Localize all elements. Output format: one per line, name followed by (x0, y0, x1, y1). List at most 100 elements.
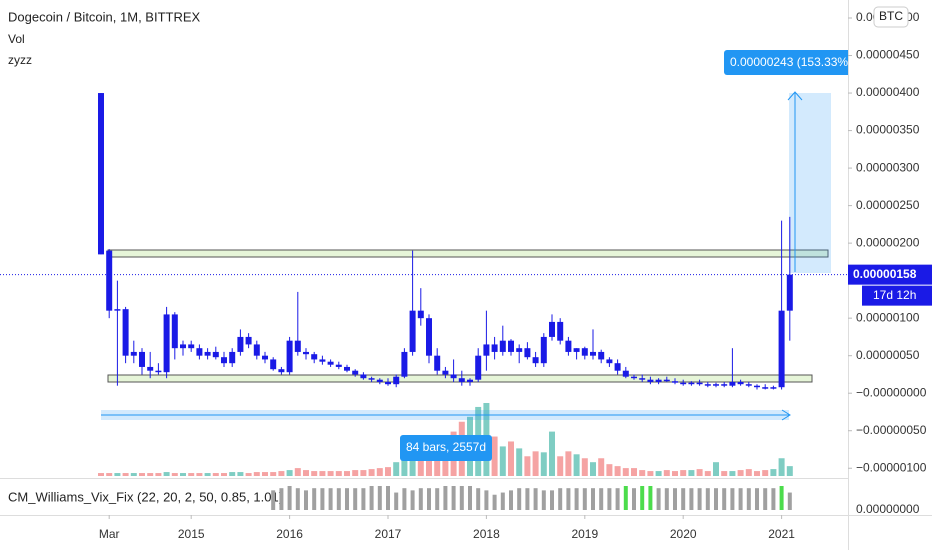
candle-body (352, 370, 359, 375)
volume-bar (196, 473, 203, 476)
y-tick-label: −0.00000000 (856, 385, 927, 399)
indicator-bar (525, 488, 530, 510)
indicator-bar (312, 488, 317, 510)
indicator-bar (755, 488, 759, 510)
indicator-bar (304, 490, 308, 510)
candle-body (680, 382, 687, 385)
indicator-bar (435, 488, 440, 510)
volume-bar (590, 462, 596, 476)
volume-bar (631, 468, 637, 476)
volume-bar (524, 456, 531, 476)
currency-label[interactable]: BTC (879, 9, 903, 23)
plot-area: 0.00000243 (153.33%) 2 84 bars, 2557d (98, 50, 862, 476)
y-tick-label: −0.00000050 (856, 423, 927, 437)
indicator-bar (582, 488, 587, 510)
indicator-bar (714, 488, 718, 510)
volume-bar (770, 469, 777, 476)
candle-body (754, 385, 760, 388)
candle-body (237, 336, 244, 352)
indicator-tick-label: 0.00000000 (856, 502, 920, 516)
volume-bar (614, 466, 621, 476)
volume-bar (704, 471, 711, 476)
candle-body (639, 378, 646, 380)
y-tick-label: 0.00000250 (856, 198, 920, 212)
volume-bar (229, 472, 236, 476)
candle-body (786, 274, 793, 311)
indicator-bar (664, 488, 669, 510)
candle-body (286, 340, 293, 373)
candle-body (171, 314, 178, 349)
price-range-label: 0.00000243 (153.33%) 2 (730, 55, 862, 69)
volume-bar (376, 468, 383, 476)
candle-body (155, 370, 162, 373)
volume-bar (426, 448, 432, 476)
x-tick-label: 2015 (178, 527, 205, 541)
candle-body (319, 359, 326, 362)
chart-title: Dogecoin / Bitcoin, 1M, BITTREX (8, 9, 201, 24)
candle-body (393, 376, 400, 385)
price-range-box (789, 93, 831, 273)
candle-body (360, 374, 367, 379)
candle-body (303, 351, 309, 355)
indicator-bar (459, 486, 464, 510)
volume-bar (581, 458, 588, 476)
candle-body (606, 359, 613, 364)
indicator-bar (517, 488, 522, 510)
volume-bar (688, 470, 695, 476)
volume-bar (319, 471, 326, 476)
volume-bar (508, 441, 514, 476)
volume-bar (573, 454, 580, 476)
volume-bar (442, 451, 449, 476)
volume-bar (130, 473, 137, 476)
indicator-bar (271, 490, 276, 510)
price-range-label-box (724, 50, 848, 75)
indicator-bar (336, 488, 341, 510)
volume-bar (737, 470, 744, 476)
date-range-arrowhead (781, 409, 791, 421)
volume-bar (680, 470, 687, 476)
currency-button[interactable] (873, 6, 909, 28)
y-tick-label: 0.00000400 (856, 85, 920, 99)
countdown: 17d 12h (873, 288, 916, 302)
candle-body (688, 382, 695, 385)
candle-body (696, 382, 703, 385)
volume-bar (540, 452, 547, 476)
candle-body (762, 387, 769, 389)
candle-body (565, 340, 572, 352)
candle-body (713, 384, 719, 386)
volume-bar (221, 473, 227, 476)
volume-bar (278, 471, 285, 476)
indicator-bar (566, 488, 571, 510)
volume-bar (549, 431, 555, 476)
candle-body (737, 381, 744, 385)
candle-body (196, 348, 203, 356)
volume-bar (171, 473, 178, 476)
candle-body (508, 340, 514, 352)
countdown-box (862, 285, 932, 306)
volume-bar (122, 473, 129, 476)
candle-body (483, 344, 490, 356)
candle-body (491, 344, 498, 352)
indicator-bar (673, 488, 677, 510)
indicator-bar (353, 488, 358, 510)
volume-bar (139, 473, 145, 476)
x-tick-label: 2016 (276, 527, 303, 541)
indicator-bar (779, 486, 784, 510)
resistance-zone (107, 249, 829, 258)
volume-bar (696, 469, 703, 476)
indicator-bar (623, 486, 628, 510)
indicator-bar (533, 488, 538, 510)
x-tick-label: 2020 (670, 527, 697, 541)
indicator-bar (681, 488, 686, 510)
candle-body (426, 318, 432, 356)
candle-body (278, 369, 285, 373)
date-range-label-box (400, 435, 492, 461)
candle-body (270, 359, 277, 370)
volume-bar (204, 473, 211, 476)
volume-bar (294, 468, 301, 476)
legend-item: Vol (8, 32, 25, 46)
candle-body (467, 379, 473, 382)
indicator-bar (763, 488, 768, 510)
volume-bar (639, 470, 646, 476)
